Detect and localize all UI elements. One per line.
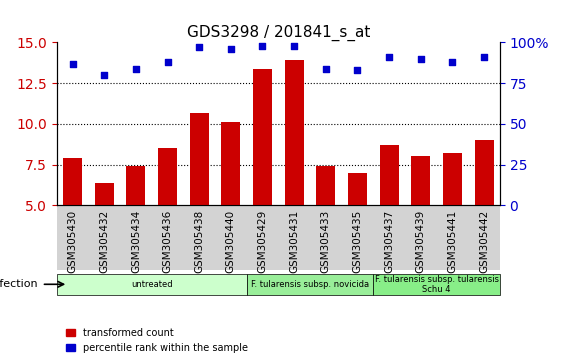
Point (163, 59, 172, 65)
Bar (285, 61, 304, 287)
Point (258, 43, 267, 48)
Bar (57, 274, 247, 295)
Point (321, 66, 331, 72)
Point (448, 59, 457, 65)
Text: F. tularensis subsp. tularensis
Schu 4: F. tularensis subsp. tularensis Schu 4 (374, 275, 499, 294)
Bar (57, 205, 500, 270)
Title: GDS3298 / 201841_s_at: GDS3298 / 201841_s_at (187, 25, 370, 41)
Bar (190, 113, 208, 287)
Text: F. tularensis subsp. novicida: F. tularensis subsp. novicida (251, 280, 369, 289)
Point (479, 54, 488, 60)
Bar (253, 69, 272, 287)
Text: infection: infection (0, 279, 37, 289)
Point (68, 61, 77, 67)
Point (353, 67, 362, 73)
Bar (247, 274, 373, 295)
Bar (348, 173, 367, 287)
Text: untreated: untreated (131, 280, 173, 289)
Bar (316, 166, 335, 287)
Bar (379, 145, 399, 287)
Point (416, 56, 425, 62)
Point (100, 72, 109, 78)
Bar (443, 153, 462, 287)
Point (226, 46, 235, 52)
Legend: transformed count, percentile rank within the sample: transformed count, percentile rank withi… (62, 324, 252, 354)
Point (290, 43, 299, 48)
Bar (411, 156, 430, 287)
Bar (158, 148, 177, 287)
Bar (63, 158, 82, 287)
Bar (222, 122, 240, 287)
Point (131, 66, 140, 72)
Bar (127, 166, 145, 287)
Bar (474, 140, 494, 287)
Bar (95, 183, 114, 287)
Point (385, 54, 394, 60)
Point (195, 45, 204, 50)
Bar (373, 274, 500, 295)
